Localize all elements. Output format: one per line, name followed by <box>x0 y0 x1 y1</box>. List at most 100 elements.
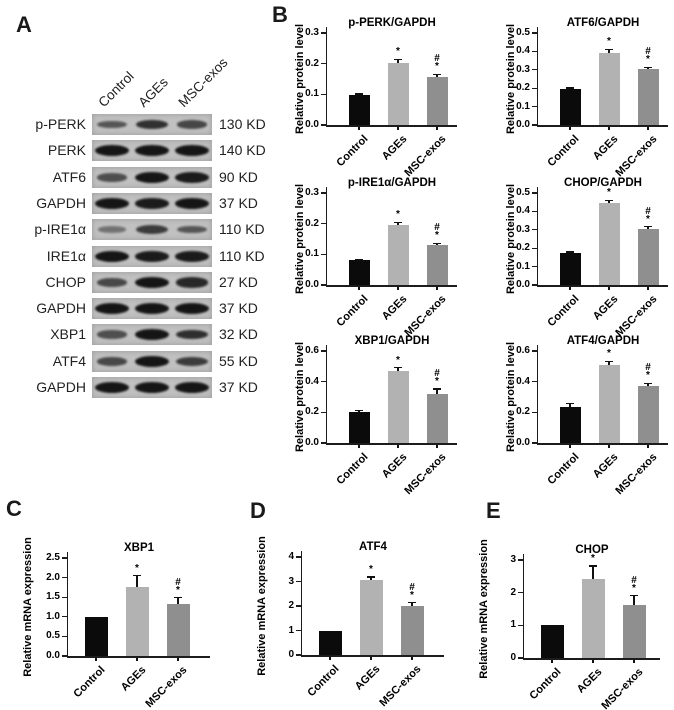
blot-band <box>135 356 169 367</box>
y-tick <box>532 210 537 213</box>
y-tick <box>532 32 537 34</box>
y-axis-label: Relative protein level <box>505 341 517 453</box>
error-bar-cap <box>355 258 363 261</box>
y-tick <box>62 616 67 618</box>
blot-strip-perk-1 <box>92 140 212 161</box>
blot-strip-gapdh-3 <box>92 193 212 214</box>
panel-a-label: A <box>16 12 32 37</box>
error-bar-cap <box>644 382 652 384</box>
y-tick <box>321 350 326 352</box>
molecular-weight-label: 110 KD <box>219 221 265 237</box>
molecular-weight-label: 37 KD <box>219 379 258 395</box>
y-axis-line <box>325 27 327 127</box>
error-bar-cap <box>174 596 182 599</box>
significance-marker: * <box>607 348 611 360</box>
error-bar <box>569 403 571 407</box>
blot-band <box>135 277 169 288</box>
bar-msc-exos <box>637 228 659 285</box>
y-tick <box>532 381 537 383</box>
y-tick-label: 0.0 <box>516 279 530 290</box>
significance-marker: * <box>369 564 373 576</box>
y-tick-label: 3 <box>288 575 294 587</box>
error-bar-cap <box>566 87 574 89</box>
molecular-weight-label: 32 KD <box>219 326 258 342</box>
error-bar <box>136 575 138 587</box>
molecular-weight-label: 27 KD <box>219 274 258 290</box>
significance-marker: * <box>396 354 400 366</box>
x-tick <box>436 444 438 449</box>
significance-marker: # * <box>645 46 651 66</box>
blot-band <box>175 303 209 314</box>
blot-band <box>135 119 169 130</box>
y-tick-label: 0.0 <box>516 437 530 448</box>
y-tick-label: 0.2 <box>305 57 319 69</box>
y-tick-label: 0.0 <box>46 650 60 661</box>
x-axis-line <box>325 443 457 445</box>
chart-title: XBP1/GAPDH <box>354 335 430 347</box>
error-bar <box>436 243 438 246</box>
y-tick-label: 0.1 <box>516 100 530 112</box>
blot-band <box>175 172 209 183</box>
error-bar-cap <box>605 360 613 363</box>
significance-marker: # * <box>409 581 415 601</box>
error-bar <box>397 59 399 64</box>
y-tick-label: 0.2 <box>516 242 530 254</box>
y-tick <box>532 192 537 194</box>
bar-ages <box>387 224 409 285</box>
significance-marker: # * <box>175 576 181 596</box>
y-tick-label: 2.0 <box>46 571 60 583</box>
x-tick <box>592 659 594 664</box>
y-tick <box>296 629 301 632</box>
x-tick <box>647 286 649 291</box>
error-bar-cap <box>605 199 613 202</box>
x-tick <box>177 657 179 662</box>
blot-strip-xbp1-8 <box>92 324 212 345</box>
y-axis-line <box>325 345 327 445</box>
protein-label-atf6: ATF6 <box>52 169 86 185</box>
error-bar-cap <box>433 388 441 390</box>
y-tick <box>518 624 523 626</box>
y-tick-label: 0.5 <box>516 187 530 198</box>
x-axis-line <box>536 443 668 445</box>
error-bar <box>592 565 594 579</box>
bar-msc-exos <box>426 245 448 285</box>
protein-label-gapdh: GAPDH <box>36 379 86 395</box>
blot-band <box>177 225 207 234</box>
x-tick <box>358 286 360 291</box>
blot-strip-p-ire1--4 <box>92 219 212 240</box>
y-tick-label: 0.1 <box>305 88 319 100</box>
x-axis-line <box>66 656 210 658</box>
x-tick <box>397 444 399 449</box>
blot-band <box>176 120 208 129</box>
y-axis-line <box>536 345 538 445</box>
x-tick <box>358 444 360 449</box>
y-axis-label: Relative mRNA expression <box>478 539 490 679</box>
y-tick <box>296 654 301 656</box>
y-tick-label: 0.3 <box>516 223 530 235</box>
error-bar-cap <box>605 48 613 51</box>
y-tick-label: 1 <box>510 619 516 631</box>
blot-strip-atf4-9 <box>92 351 212 372</box>
y-axis-line <box>66 552 68 658</box>
bar-msc-exos <box>426 77 448 125</box>
chart-title: ATF4 <box>359 541 387 553</box>
error-bar-cap <box>566 251 574 253</box>
blot-band <box>175 251 209 262</box>
x-tick <box>551 659 553 664</box>
bar-control <box>540 624 564 658</box>
bar-control <box>559 89 581 125</box>
bar-ages <box>359 580 383 655</box>
blot-strip-ire1--5 <box>92 246 212 267</box>
molecular-weight-label: 110 KD <box>219 248 265 264</box>
blot-band <box>95 251 129 262</box>
blot-band <box>97 226 127 233</box>
x-tick <box>411 656 413 661</box>
y-tick <box>62 596 67 598</box>
x-tick <box>608 126 610 131</box>
y-tick <box>296 605 301 607</box>
bar-ages <box>387 63 409 125</box>
error-bar-cap <box>644 226 652 228</box>
blot-band <box>135 251 169 262</box>
y-tick <box>532 350 537 352</box>
bar-control <box>348 95 370 125</box>
